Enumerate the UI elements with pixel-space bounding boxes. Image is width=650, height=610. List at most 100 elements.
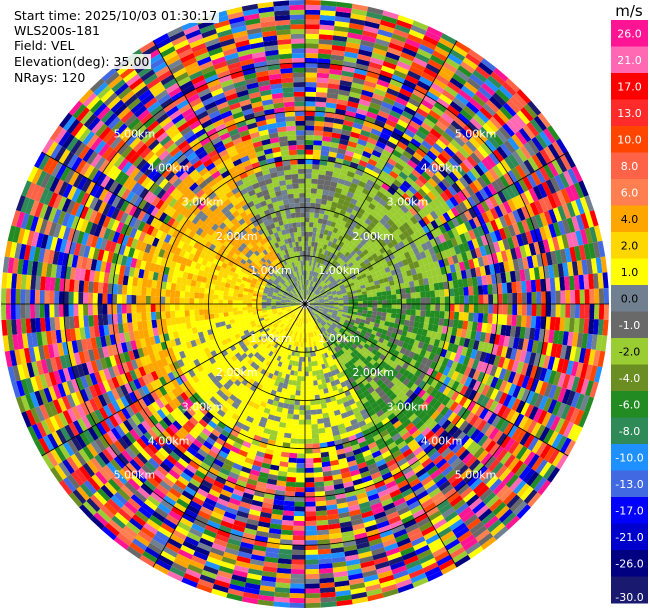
- gate-cell: [372, 166, 383, 175]
- gate-cell: [296, 463, 305, 469]
- gate-cell: [311, 261, 314, 267]
- gate-cell: [530, 315, 537, 329]
- gate-cell: [448, 157, 460, 169]
- gate-cell: [434, 289, 440, 298]
- gate-cell: [414, 315, 421, 323]
- gate-cell: [337, 264, 343, 270]
- gate-cell: [324, 278, 329, 284]
- gate-cell: [314, 125, 324, 132]
- ray-16: [308, 100, 542, 301]
- gate-cell: [311, 293, 316, 298]
- gate-cell: [405, 74, 419, 85]
- gate-cell: [313, 261, 317, 267]
- ray-3: [305, 3, 369, 300]
- gate-cell: [383, 144, 395, 154]
- gate-cell: [427, 177, 438, 188]
- gate-cell: [453, 135, 466, 147]
- gate-cell: [347, 140, 358, 148]
- gate-cell: [290, 578, 305, 584]
- gate-cell: [351, 157, 361, 165]
- gate-cell: [414, 285, 421, 293]
- gate-cell: [432, 124, 445, 136]
- gate-cell: [426, 191, 437, 201]
- gate-cell: [316, 291, 321, 296]
- gate-cell: [350, 86, 363, 95]
- gate-cell: [305, 593, 321, 599]
- gate-cell: [328, 263, 334, 269]
- gate-cell: [314, 289, 318, 294]
- gate-cell: [424, 316, 430, 324]
- gate-cell: [407, 33, 423, 44]
- gate-cell: [291, 554, 305, 560]
- gate-cell: [390, 195, 399, 204]
- gate-cell: [391, 294, 397, 300]
- gate-cell: [333, 167, 342, 174]
- gate-cell: [305, 260, 308, 266]
- gate-cell: [291, 385, 297, 391]
- gate-cell: [407, 142, 419, 152]
- gate-cell: [315, 283, 320, 289]
- gate-cell: [314, 256, 318, 263]
- gate-cell: [570, 289, 576, 304]
- gate-cell: [335, 6, 352, 14]
- gate-cell: [307, 246, 312, 252]
- gate-cell: [341, 70, 355, 78]
- gate-cell: [444, 85, 459, 98]
- gate-cell: [550, 290, 556, 304]
- gate-cell: [373, 206, 381, 214]
- gate-cell: [372, 307, 378, 312]
- gate-cell: [320, 199, 328, 205]
- gate-cell: [381, 194, 390, 203]
- gate-cell: [311, 281, 314, 286]
- gate-cell: [317, 418, 324, 424]
- gate-cell: [323, 184, 331, 191]
- gate-cell: [421, 140, 433, 151]
- gate-cell: [296, 458, 305, 464]
- gate-cell: [324, 209, 330, 216]
- gate-cell: [382, 299, 387, 304]
- gate-cell: [386, 140, 397, 150]
- gate-cell: [380, 225, 388, 233]
- gate-cell: [376, 221, 384, 229]
- gate-cell: [313, 277, 317, 282]
- gate-cell: [308, 296, 312, 301]
- gate-cell: [431, 105, 444, 117]
- gate-cell: [390, 313, 397, 319]
- gate-cell: [350, 198, 358, 206]
- gate-cell: [344, 245, 351, 252]
- gate-cell: [313, 145, 322, 151]
- gate-cell: [478, 86, 493, 100]
- gate-cell: [367, 304, 373, 308]
- gate-cell: [305, 352, 308, 358]
- gate-cell: [392, 179, 403, 188]
- gate-cell: [362, 84, 376, 93]
- gate-cell: [328, 276, 334, 282]
- gate-cell: [429, 128, 442, 139]
- gate-cell: [289, 602, 305, 608]
- gate-cell: [301, 376, 305, 382]
- gate-cell: [436, 41, 453, 54]
- gate-cell: [319, 24, 335, 31]
- gate-cell: [336, 99, 349, 106]
- gate-cell: [305, 559, 319, 565]
- gate-cell: [352, 193, 360, 201]
- gate-cell: [305, 135, 314, 141]
- gate-cell: [401, 213, 410, 222]
- gate-cell: [320, 228, 325, 235]
- gate-cell: [313, 222, 318, 228]
- gate-cell: [374, 119, 386, 128]
- gate-cell: [305, 130, 315, 136]
- gate-cell: [423, 67, 438, 79]
- gate-cell: [337, 148, 347, 155]
- gate-cell: [318, 427, 326, 434]
- gate-cell: [280, 534, 293, 541]
- gate-cell: [331, 44, 346, 52]
- gate-cell: [293, 520, 305, 526]
- gate-cell: [336, 153, 345, 160]
- gate-cell: [328, 78, 341, 85]
- gate-cell: [388, 42, 404, 52]
- gate-cell: [473, 294, 479, 304]
- gate-cell: [367, 6, 384, 15]
- gate-cell: [438, 167, 449, 179]
- gate-cell: [317, 53, 332, 60]
